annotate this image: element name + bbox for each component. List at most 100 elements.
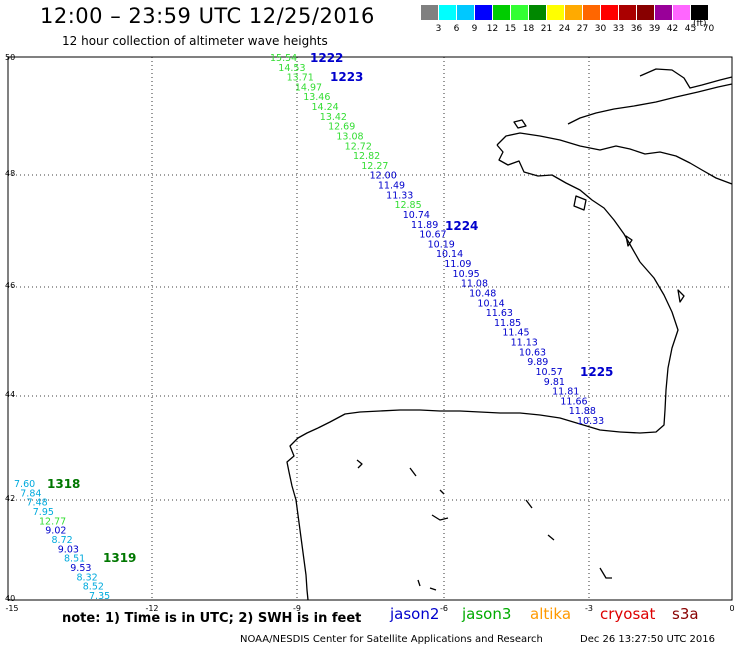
color-scale-swatch <box>547 5 564 20</box>
wave-height-value: 9.02 <box>45 526 66 537</box>
color-scale-label: 30 <box>594 24 607 34</box>
color-scale-label: 27 <box>576 24 589 34</box>
color-scale-swatch <box>493 5 510 20</box>
latitude-label: 44 <box>5 390 15 399</box>
wave-height-value: 13.46 <box>303 92 330 103</box>
wave-height-value: 10.74 <box>403 210 430 221</box>
color-scale-label: 24 <box>558 24 571 34</box>
color-scale-swatch <box>673 5 690 20</box>
wave-height-value: 10.95 <box>453 269 480 280</box>
wave-height-value: 13.71 <box>287 73 314 84</box>
wave-height-value: 12.00 <box>370 171 397 182</box>
wave-height-value: 9.89 <box>527 357 548 368</box>
legend-jason3: jason3 <box>462 605 512 623</box>
color-scale-label: 39 <box>648 24 661 34</box>
wave-height-value: 9.53 <box>70 563 91 574</box>
longitude-label: -15 <box>5 604 18 613</box>
track-a-values: 15.5414.5313.7114.9713.4614.2413.4212.69… <box>270 53 604 427</box>
wave-height-value: 11.33 <box>386 190 413 201</box>
color-scale-swatch <box>421 5 438 20</box>
color-scale-label: 42 <box>666 24 679 34</box>
pass-number-label: 1224 <box>445 219 478 233</box>
color-scale-label: 12 <box>486 24 499 34</box>
wave-height-value: 8.32 <box>77 572 98 583</box>
color-scale-label: 3 <box>435 24 442 34</box>
wave-height-value: 11.63 <box>486 308 513 319</box>
wave-height-value: 7.60 <box>14 479 35 490</box>
wave-height-value: 10.57 <box>536 367 563 378</box>
wave-height-value: 10.33 <box>577 416 604 427</box>
chart-subtitle: 12 hour collection of altimeter wave hei… <box>62 34 328 48</box>
wave-height-value: 12.27 <box>361 161 388 172</box>
wave-height-value: 13.08 <box>336 131 363 142</box>
color-scale-label: 45 <box>684 24 697 34</box>
color-scale-label: 36 <box>630 24 643 34</box>
latitude-label: 50 <box>5 53 15 62</box>
wave-height-value: 7.48 <box>27 498 48 509</box>
color-scale-label: 15 <box>504 24 517 34</box>
color-scale-label: 6 <box>453 24 460 34</box>
legend-jason2: jason2 <box>390 605 440 623</box>
chart-title: 12:00 – 23:59 UTC 12/25/2016 <box>40 4 375 28</box>
wave-height-value: 11.85 <box>494 318 521 329</box>
color-scale-label: 70 <box>702 24 715 34</box>
pass-numbers: 1222 1223 1224 1225 1318 1319 <box>47 51 613 565</box>
wave-height-value: 11.88 <box>569 406 596 417</box>
wave-height-value: 10.63 <box>519 347 546 358</box>
pass-number-label: 1318 <box>47 477 80 491</box>
latitude-label: 48 <box>5 169 15 178</box>
longitude-labels: -15 -12 -9 -6 -3 0 <box>5 604 734 613</box>
wave-height-value: 11.66 <box>560 396 587 407</box>
latitude-label: 42 <box>5 494 15 503</box>
wave-height-value: 11.09 <box>444 259 471 270</box>
wave-height-value: 10.19 <box>428 239 455 250</box>
longitude-label: -3 <box>585 604 593 613</box>
color-scale-label: 18 <box>522 24 535 34</box>
track-b-values: 7.607.847.487.9512.779.028.729.038.519.5… <box>14 479 110 602</box>
color-scale-swatch <box>529 5 546 20</box>
color-scale-swatch <box>565 5 582 20</box>
wave-height-value: 11.49 <box>378 181 405 192</box>
wave-height-value: 11.13 <box>511 338 538 349</box>
longitude-label: -6 <box>440 604 448 613</box>
generation-timestamp: Dec 26 13:27:50 UTC 2016 <box>580 634 715 645</box>
wave-height-value: 14.97 <box>295 82 322 93</box>
wave-height-value: 10.48 <box>469 288 496 299</box>
wave-height-value: 8.52 <box>83 582 104 593</box>
legend-cryosat: cryosat <box>600 605 656 623</box>
color-scale-swatch <box>655 5 672 20</box>
wave-height-value: 10.67 <box>419 230 446 241</box>
latitude-labels: 50 48 46 44 42 40 <box>5 53 15 603</box>
color-scale-label: 9 <box>471 24 478 34</box>
color-scale-swatch <box>691 5 708 20</box>
legend-altika: altika <box>530 605 572 623</box>
color-scale-swatch <box>583 5 600 20</box>
wave-height-value: 12.85 <box>394 200 421 211</box>
color-scale-swatch <box>457 5 474 20</box>
wave-height-value: 9.81 <box>544 377 565 388</box>
longitude-label: 0 <box>729 604 734 613</box>
color-scale-swatch <box>475 5 492 20</box>
wave-height-value: 10.14 <box>436 249 463 260</box>
wave-height-value: 9.03 <box>58 544 79 555</box>
wave-height-value: 11.89 <box>411 220 438 231</box>
wave-height-value: 7.95 <box>33 507 54 518</box>
wave-height-value: 13.42 <box>320 112 347 123</box>
lat-lon-grid <box>8 57 732 600</box>
map-frame <box>7 56 733 601</box>
wave-height-value: 15.54 <box>270 53 297 64</box>
color-scale-swatch <box>439 5 456 20</box>
wave-height-value: 7.84 <box>20 488 41 499</box>
wave-height-value: 11.45 <box>502 328 529 339</box>
pass-number-label: 1222 <box>310 51 343 65</box>
wave-height-value: 8.72 <box>52 535 73 546</box>
credit-line: NOAA/NESDIS Center for Satellite Applica… <box>240 634 543 645</box>
pass-number-label: 1223 <box>330 70 363 84</box>
coastline <box>286 68 733 601</box>
wave-height-value: 7.35 <box>89 591 110 602</box>
latitude-label: 46 <box>5 281 15 290</box>
wave-height-value: 14.53 <box>278 63 305 74</box>
pass-number-label: 1319 <box>103 551 136 565</box>
footer-note: note: 1) Time is in UTC; 2) SWH is in fe… <box>62 611 362 626</box>
